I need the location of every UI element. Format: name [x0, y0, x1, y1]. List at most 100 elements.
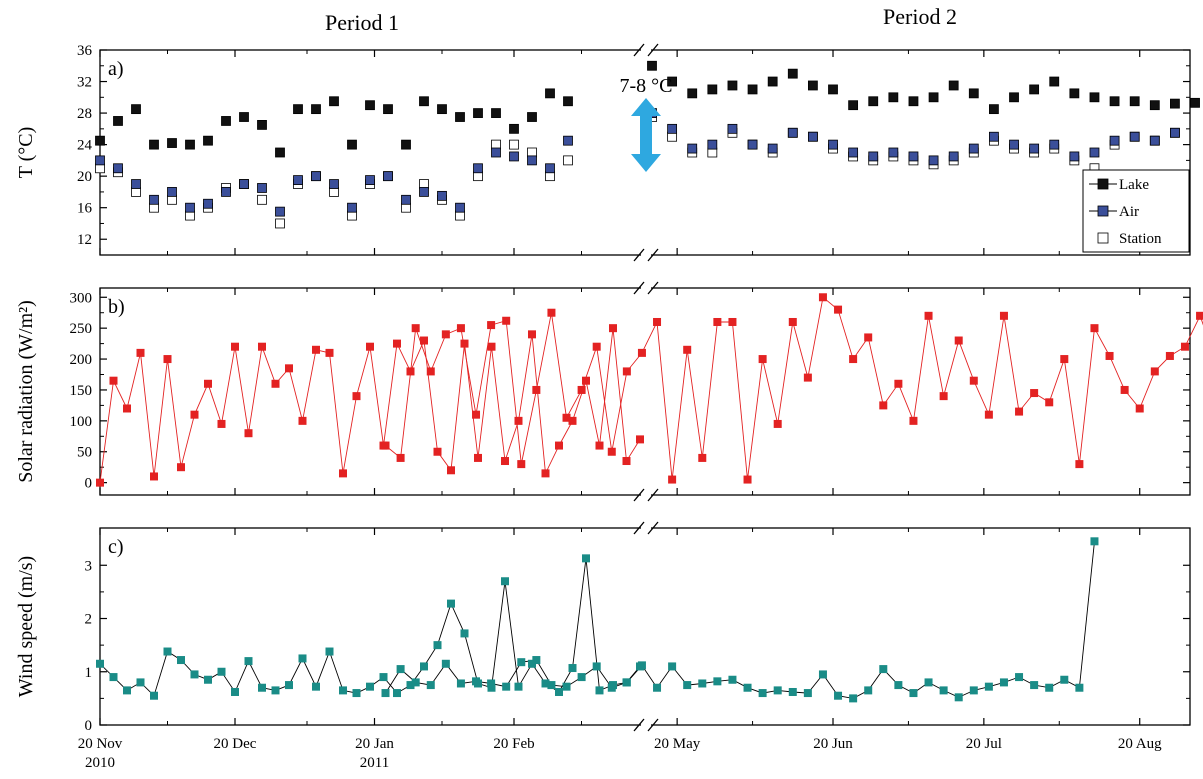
data-point-solar [939, 392, 948, 401]
series-wind [96, 537, 1099, 703]
data-point-solar [1060, 355, 1069, 364]
data-point-solar [1105, 351, 1114, 360]
data-point-air [419, 187, 429, 197]
data-point-air [221, 187, 231, 197]
data-point-wind [411, 678, 420, 687]
data-point-solar [474, 453, 482, 462]
data-point-wind [728, 675, 737, 684]
data-point-wind [136, 678, 145, 687]
data-point-lake [1049, 76, 1060, 87]
data-point-wind [683, 681, 692, 690]
data-point-wind [501, 577, 509, 586]
data-point-wind [939, 686, 948, 695]
period-2-label: Period 2 [883, 4, 957, 29]
axis-break-mark [647, 248, 659, 262]
data-point-solar [568, 416, 577, 425]
axis-break-mark [633, 718, 645, 732]
x-tick-sublabel: 2011 [360, 755, 389, 771]
data-point-solar [758, 355, 767, 364]
data-point-air [1009, 139, 1019, 150]
data-point-solar [177, 463, 185, 472]
data-point-wind [894, 681, 903, 690]
data-point-solar [595, 441, 604, 450]
data-point-lake [239, 112, 249, 122]
data-point-air [1149, 135, 1160, 146]
data-point-lake [221, 116, 231, 126]
plot-frame [99, 287, 1191, 496]
data-point-lake [1129, 96, 1140, 107]
data-point-solar [96, 478, 104, 487]
data-point-solar [1165, 351, 1174, 360]
data-point-solar [728, 317, 737, 326]
data-point-lake [473, 108, 483, 118]
data-point-air [311, 171, 321, 182]
data-point-air [1089, 147, 1100, 158]
y-tick-label: 1 [85, 665, 93, 681]
data-point-air [747, 139, 758, 150]
x-tick-label: 20 Dec [214, 736, 257, 752]
temperature-gap-label: 7-8 °C [620, 75, 673, 97]
data-point-wind [312, 682, 320, 691]
data-point-wind [1090, 537, 1099, 546]
data-point-air [167, 187, 177, 197]
data-point-air [908, 151, 919, 162]
data-point-solar [562, 413, 571, 422]
y-tick-label: 24 [77, 138, 93, 154]
data-point-solar [123, 404, 131, 413]
data-point-solar [909, 416, 918, 425]
data-point-wind [325, 647, 334, 656]
data-point-solar [879, 401, 888, 410]
data-point-air [687, 143, 698, 154]
legend-label-air: Air [1119, 204, 1139, 220]
data-point-wind [668, 662, 677, 671]
data-point-wind [622, 678, 631, 687]
data-point-wind [487, 679, 496, 688]
data-point-wind [541, 679, 550, 688]
data-point-wind [352, 689, 361, 698]
data-point-solar [999, 311, 1008, 320]
data-point-solar [271, 379, 280, 388]
data-point-wind [366, 682, 374, 691]
data-point-wind [298, 654, 307, 663]
data-point-air [787, 127, 798, 138]
data-point-wind [909, 689, 918, 698]
data-point-wind [244, 657, 253, 666]
data-point-air [203, 198, 213, 209]
data-point-wind [406, 681, 415, 690]
data-point-lake [311, 104, 321, 115]
data-point-solar [668, 475, 677, 484]
data-point-solar [406, 367, 415, 376]
data-point-wind [381, 689, 390, 698]
x-tick-label: 20 Jan [355, 736, 394, 752]
data-point-wind [595, 686, 604, 695]
data-point-solar [622, 457, 631, 466]
data-point-solar [517, 460, 526, 469]
data-point-solar [637, 348, 646, 357]
data-point-lake [329, 96, 339, 107]
data-point-solar [1150, 367, 1159, 376]
data-point-solar [352, 392, 361, 401]
data-point-air [365, 175, 375, 185]
data-point-solar [204, 379, 212, 388]
data-point-air [113, 163, 123, 174]
data-point-air [1170, 127, 1180, 138]
data-point-wind [258, 683, 266, 692]
data-point-solar [532, 385, 541, 394]
data-point-solar [541, 469, 550, 478]
data-point-air [888, 147, 899, 158]
data-point-lake [968, 88, 979, 99]
data-point-wind [433, 641, 442, 650]
data-point-wind [528, 659, 536, 668]
data-point-solar [555, 441, 563, 450]
data-point-wind [447, 599, 455, 608]
data-point-solar [366, 342, 374, 351]
data-point-wind [607, 683, 616, 692]
data-point-lake [928, 92, 939, 103]
data-point-wind [109, 673, 118, 682]
axis-break-mark [633, 281, 645, 295]
data-point-solar [285, 364, 293, 373]
data-point-lake [545, 88, 555, 99]
data-point-lake [1190, 97, 1200, 108]
x-tick-label: 20 May [654, 736, 701, 752]
